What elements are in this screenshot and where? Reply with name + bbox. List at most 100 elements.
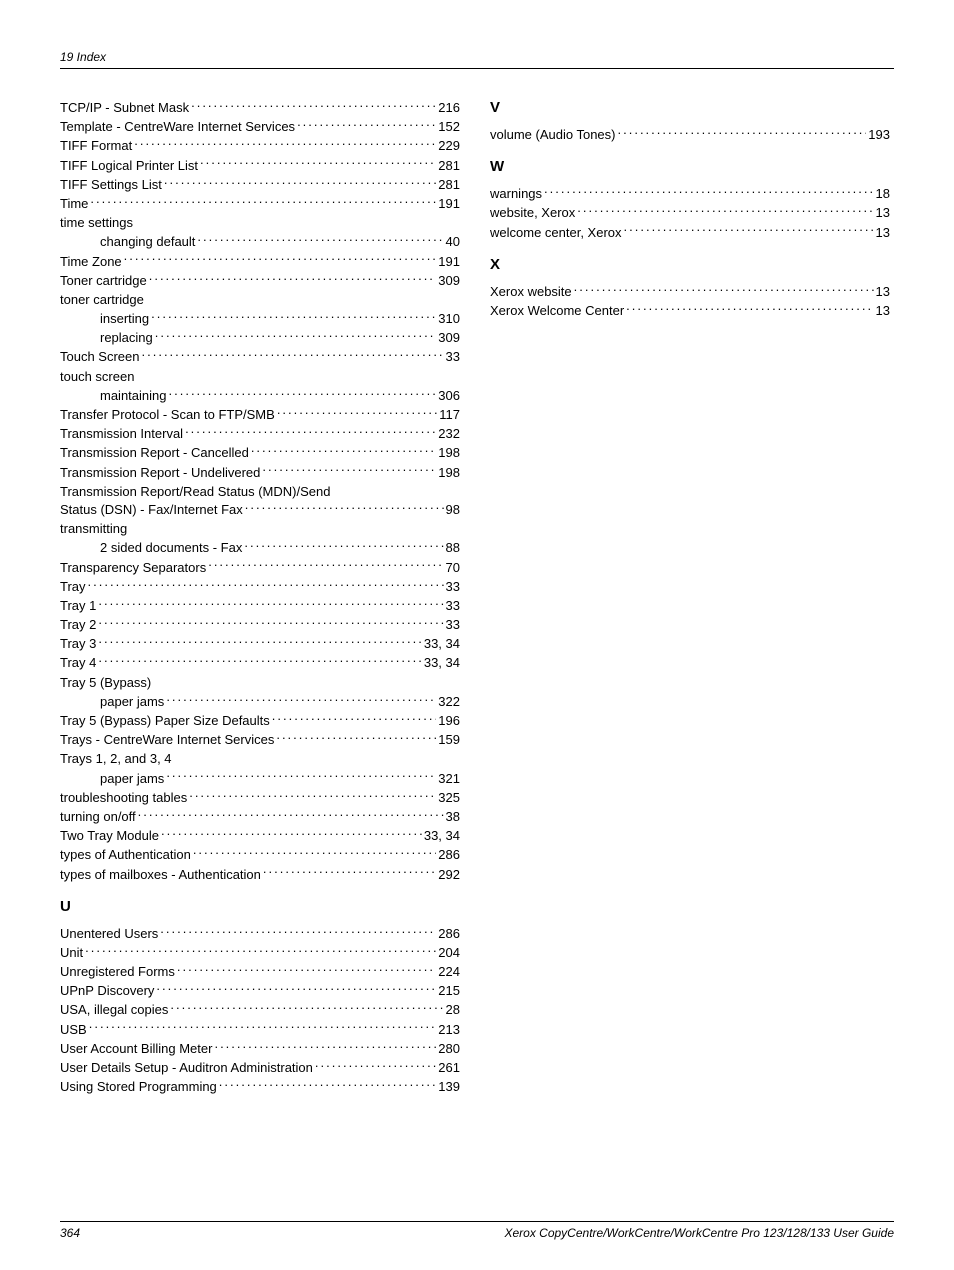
entry-label: types of mailboxes - Authentication <box>60 866 261 884</box>
entry-label: Transmission Interval <box>60 425 183 443</box>
index-entry: inserting310 <box>60 310 460 328</box>
entry-page: 38 <box>446 808 460 826</box>
leader-dots <box>626 302 873 315</box>
entry-label: User Details Setup - Auditron Administra… <box>60 1059 313 1077</box>
index-entry: Xerox Welcome Center13 <box>490 302 890 320</box>
entry-page: 33 <box>446 616 460 634</box>
leader-dots <box>98 635 421 648</box>
entry-page: 33 <box>446 597 460 615</box>
leader-dots <box>544 185 874 198</box>
tray5-heading: Tray 5 (Bypass) <box>60 674 460 692</box>
entry-page: 215 <box>438 982 460 1000</box>
entry-label: Two Tray Module <box>60 827 159 845</box>
entry-page: 152 <box>438 118 460 136</box>
leader-dots <box>142 348 444 361</box>
trays1234-heading: Trays 1, 2, and 3, 4 <box>60 750 460 768</box>
index-entry: 2 sided documents - Fax88 <box>60 539 460 557</box>
entry-label: Tray <box>60 578 86 596</box>
entry-label: USB <box>60 1021 87 1039</box>
index-entry: USA, illegal copies28 <box>60 1001 460 1019</box>
leader-dots <box>89 1021 437 1034</box>
index-entry: TIFF Logical Printer List 281 <box>60 157 460 175</box>
entry-label: Tray 2 <box>60 616 96 634</box>
leader-dots <box>251 444 436 457</box>
entry-label: welcome center, Xerox <box>490 224 622 242</box>
entry-label: paper jams <box>100 770 164 788</box>
leader-dots <box>151 310 436 323</box>
leader-dots <box>574 283 874 296</box>
index-entry: Transparency Separators70 <box>60 559 460 577</box>
entries-block-3: inserting310replacing309Touch Screen33 <box>60 310 460 367</box>
leader-dots <box>161 827 422 840</box>
entry-page: 70 <box>446 559 460 577</box>
index-entry: User Account Billing Meter280 <box>60 1040 460 1058</box>
entry-label: inserting <box>100 310 149 328</box>
index-entry: volume (Audio Tones)193 <box>490 126 890 144</box>
section-letter-v: V <box>490 99 890 116</box>
entry-page: 309 <box>438 272 460 290</box>
index-entry: Trays - CentreWare Internet Services159 <box>60 731 460 749</box>
index-entry: Tray 5 (Bypass) Paper Size Defaults196 <box>60 712 460 730</box>
entry-label: maintaining <box>100 387 167 405</box>
entry-page: 306 <box>438 387 460 405</box>
entry-page: 229 <box>438 137 460 155</box>
entry-page: 261 <box>438 1059 460 1077</box>
entry-label: changing default <box>100 233 195 251</box>
header-text: 19 Index <box>60 50 106 64</box>
entry-label: Using Stored Programming <box>60 1078 217 1096</box>
index-entry: Unit204 <box>60 944 460 962</box>
leader-dots <box>124 253 437 266</box>
entry-label: troubleshooting tables <box>60 789 187 807</box>
leader-dots <box>263 866 436 879</box>
time-settings-heading: time settings <box>60 214 460 232</box>
leader-dots <box>191 99 436 112</box>
section-letter-u: U <box>60 898 460 915</box>
entry-page: 281 <box>438 176 460 194</box>
leader-dots <box>193 846 436 859</box>
index-entry: Transmission Report - Undelivered198 <box>60 464 460 482</box>
toner-cartridge-heading: toner cartridge <box>60 291 460 309</box>
page-header: 19 Index <box>60 50 894 69</box>
entry-page: 281 <box>438 157 460 175</box>
entry-label: Tray 4 <box>60 654 96 672</box>
leader-dots <box>160 925 436 938</box>
entry-page: 33, 34 <box>424 635 460 653</box>
multiline-entry: Transmission Report/Read Status (MDN)/Se… <box>60 483 460 519</box>
entry-page: 33 <box>446 348 460 366</box>
index-entry: welcome center, Xerox 13 <box>490 224 890 242</box>
leader-dots <box>214 1040 436 1053</box>
touch-screen-heading: touch screen <box>60 368 460 386</box>
index-entry: types of mailboxes - Authentication 292 <box>60 866 460 884</box>
entries-block-w: warnings18website, Xerox13welcome center… <box>490 185 890 242</box>
leader-dots <box>245 501 444 514</box>
entry-label: 2 sided documents - Fax <box>100 539 242 557</box>
index-entry: USB 213 <box>60 1021 460 1039</box>
entry-page: 325 <box>438 789 460 807</box>
leader-dots <box>200 157 436 170</box>
entry-label: TIFF Logical Printer List <box>60 157 198 175</box>
index-entry: maintaining 306 <box>60 387 460 405</box>
index-entry: Tray 2 33 <box>60 616 460 634</box>
index-entry: Using Stored Programming139 <box>60 1078 460 1096</box>
entry-page: 213 <box>438 1021 460 1039</box>
entries-block-1: TCP/IP - Subnet Mask216Template - Centre… <box>60 99 460 213</box>
leader-dots <box>577 204 873 217</box>
entry-page: 292 <box>438 866 460 884</box>
entries-block-6: paper jams322Tray 5 (Bypass) Paper Size … <box>60 693 460 750</box>
index-entry: Transmission Report - Cancelled198 <box>60 444 460 462</box>
index-entry: Tray 433, 34 <box>60 654 460 672</box>
leader-dots <box>177 963 436 976</box>
entry-label: paper jams <box>100 693 164 711</box>
multiline-line1: Transmission Report/Read Status (MDN)/Se… <box>60 483 460 501</box>
leader-dots <box>197 233 443 246</box>
entry-page: 13 <box>876 224 890 242</box>
entry-page: 198 <box>438 464 460 482</box>
leader-dots <box>185 425 436 438</box>
leader-dots <box>618 126 867 139</box>
index-entry: replacing309 <box>60 329 460 347</box>
index-entry: Template - CentreWare Internet Services 1… <box>60 118 460 136</box>
index-columns: TCP/IP - Subnet Mask216Template - Centre… <box>60 99 894 1097</box>
entry-label: Template - CentreWare Internet Services <box>60 118 295 136</box>
entry-page: 286 <box>438 846 460 864</box>
entry-page: 191 <box>438 195 460 213</box>
